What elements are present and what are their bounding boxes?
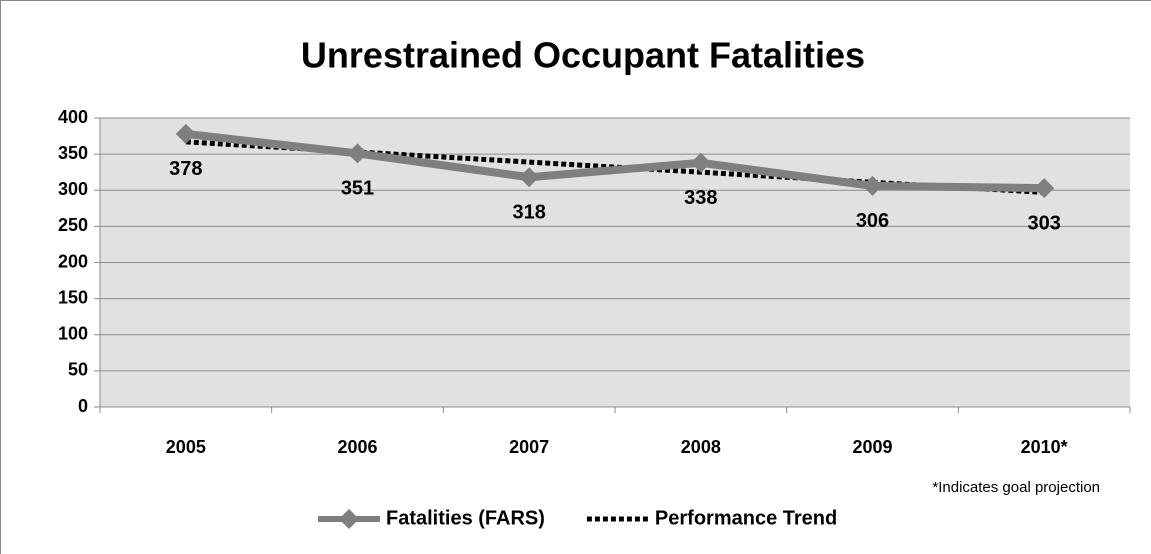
y-tick-label: 50 [68, 360, 88, 380]
legend-label: Fatalities (FARS) [386, 507, 545, 529]
data-label: 306 [856, 210, 889, 232]
x-tick-label: 2005 [166, 437, 206, 457]
y-tick-label: 150 [58, 287, 88, 307]
marker [347, 143, 368, 164]
data-label: 303 [1027, 212, 1060, 234]
marker [175, 123, 196, 144]
y-tick-label: 250 [58, 215, 88, 235]
marker [1034, 178, 1055, 199]
y-tick-label: 400 [58, 107, 88, 127]
y-tick-label: 200 [58, 251, 88, 271]
y-tick-label: 0 [78, 396, 88, 416]
y-tick-label: 350 [58, 143, 88, 163]
marker [519, 167, 540, 188]
x-tick-label: 2009 [852, 437, 892, 457]
x-tick-label: 2006 [337, 437, 377, 457]
annotation: *Indicates goal projection [932, 479, 1100, 496]
chart-title: Unrestrained Occupant Fatalities [301, 35, 865, 76]
legend-marker [339, 509, 359, 529]
data-label: 318 [512, 202, 545, 224]
x-tick-label: 2010* [1021, 437, 1068, 457]
y-tick-label: 100 [58, 324, 88, 344]
data-label: 338 [684, 187, 717, 209]
data-label: 378 [169, 158, 202, 180]
marker [690, 152, 711, 173]
y-tick-label: 300 [58, 179, 88, 199]
legend-label: Performance Trend [655, 507, 837, 529]
x-tick-label: 2007 [509, 437, 549, 457]
series-line [185, 129, 1045, 193]
x-tick-label: 2008 [681, 437, 721, 457]
data-label: 351 [341, 178, 374, 200]
marker [862, 175, 883, 196]
